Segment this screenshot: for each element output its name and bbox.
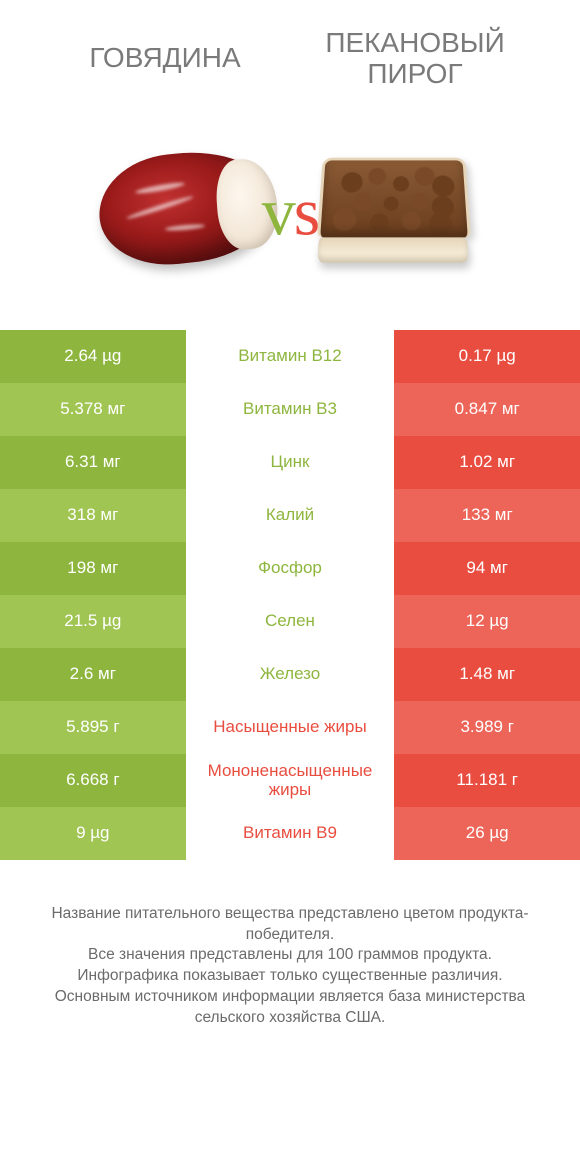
value-left: 318 мг bbox=[0, 489, 186, 542]
nutrient-name: Мононенасыщенные жиры bbox=[186, 754, 395, 807]
nutrient-name: Витамин B3 bbox=[186, 383, 395, 436]
table-row: 318 мгКалий133 мг bbox=[0, 489, 580, 542]
comparison-table: 2.64 µgВитамин B120.17 µg5.378 мгВитамин… bbox=[0, 330, 580, 860]
value-left: 6.31 мг bbox=[0, 436, 186, 489]
table-row: 5.895 гНасыщенные жиры3.989 г bbox=[0, 701, 580, 754]
nutrient-name: Калий bbox=[186, 489, 395, 542]
nutrient-name: Железо bbox=[186, 648, 395, 701]
value-left: 198 мг bbox=[0, 542, 186, 595]
value-left: 9 µg bbox=[0, 807, 186, 860]
table-row: 2.64 µgВитамин B120.17 µg bbox=[0, 330, 580, 383]
nutrient-name: Насыщенные жиры bbox=[186, 701, 395, 754]
table-row: 198 мгФосфор94 мг bbox=[0, 542, 580, 595]
value-right: 3.989 г bbox=[394, 701, 580, 754]
value-left: 21.5 µg bbox=[0, 595, 186, 648]
title-right: ПЕКАНОВЫЙ ПИРОГ bbox=[290, 28, 540, 90]
vs-s: s bbox=[294, 173, 318, 249]
value-right: 1.48 мг bbox=[394, 648, 580, 701]
value-left: 2.64 µg bbox=[0, 330, 186, 383]
title-left: ГОВЯДИНА bbox=[40, 43, 290, 74]
footer-line: Основным источником информации является … bbox=[26, 987, 554, 1029]
value-right: 26 µg bbox=[394, 807, 580, 860]
value-left: 6.668 г bbox=[0, 754, 186, 807]
footer-line: Инфографика показывает только существенн… bbox=[26, 966, 554, 987]
vs-text: vs bbox=[262, 177, 318, 245]
nutrient-name: Фосфор bbox=[186, 542, 395, 595]
footer-notes: Название питательного вещества представл… bbox=[0, 860, 580, 1050]
beef-image bbox=[85, 120, 285, 300]
footer-line: Название питательного вещества представл… bbox=[26, 904, 554, 946]
table-row: 2.6 мгЖелезо1.48 мг bbox=[0, 648, 580, 701]
table-row: 6.668 гМононенасыщенные жиры11.181 г bbox=[0, 754, 580, 807]
footer-line: Все значения представлены для 100 граммо… bbox=[26, 945, 554, 966]
header: ГОВЯДИНА ПЕКАНОВЫЙ ПИРОГ bbox=[0, 0, 580, 100]
value-right: 0.17 µg bbox=[394, 330, 580, 383]
value-right: 94 мг bbox=[394, 542, 580, 595]
value-right: 133 мг bbox=[394, 489, 580, 542]
nutrient-name: Витамин B9 bbox=[186, 807, 395, 860]
nutrient-name: Витамин B12 bbox=[186, 330, 395, 383]
table-row: 5.378 мгВитамин B30.847 мг bbox=[0, 383, 580, 436]
value-right: 1.02 мг bbox=[394, 436, 580, 489]
value-left: 5.895 г bbox=[0, 701, 186, 754]
table-row: 21.5 µgСелен12 µg bbox=[0, 595, 580, 648]
nutrient-name: Цинк bbox=[186, 436, 395, 489]
table-row: 6.31 мгЦинк1.02 мг bbox=[0, 436, 580, 489]
value-left: 5.378 мг bbox=[0, 383, 186, 436]
value-left: 2.6 мг bbox=[0, 648, 186, 701]
value-right: 12 µg bbox=[394, 595, 580, 648]
table-row: 9 µgВитамин B926 µg bbox=[0, 807, 580, 860]
value-right: 0.847 мг bbox=[394, 383, 580, 436]
nutrient-name: Селен bbox=[186, 595, 395, 648]
vs-v: v bbox=[262, 173, 294, 249]
value-right: 11.181 г bbox=[394, 754, 580, 807]
pecan-pie-image bbox=[295, 120, 495, 300]
hero: vs bbox=[0, 100, 580, 330]
